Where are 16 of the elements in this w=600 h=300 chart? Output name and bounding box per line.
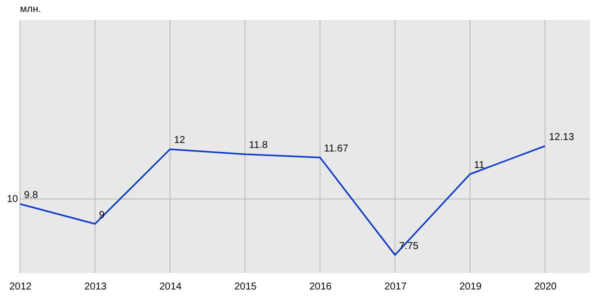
text: млн. <box>20 4 42 15</box>
x-tick-label: 2012 <box>9 282 32 292</box>
x-tick-label: 2019 <box>459 282 482 292</box>
x-tick-label: 2016 <box>309 282 332 292</box>
x-tick-label: 2014 <box>159 282 182 292</box>
data-label: 11.67 <box>324 143 349 154</box>
x-tick-label: 2017 <box>384 282 408 292</box>
data-label: 12 <box>174 135 186 146</box>
x-tick-label: 2015 <box>234 282 258 292</box>
data-label: 9.8 <box>24 190 38 201</box>
ref-line-label: 10 <box>6 194 18 206</box>
data-label: 11 <box>474 160 485 172</box>
x-tick-label: 2020 <box>534 282 558 292</box>
x-tick-label: 2013 <box>84 282 108 292</box>
data-label: 11.8 <box>249 140 268 152</box>
data-label: 12.13 <box>549 132 574 143</box>
